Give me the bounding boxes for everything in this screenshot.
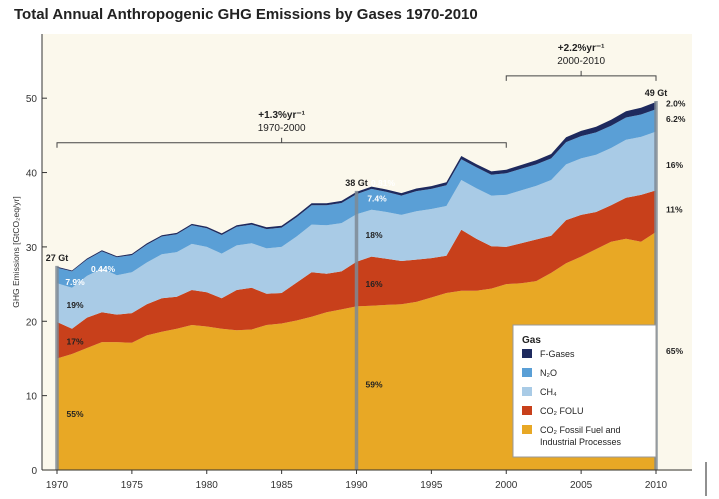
share-label-y2010: 16% [666,160,683,170]
x-tick-label: 2000 [495,480,518,491]
legend-box [512,324,657,458]
share-label-y1990: 16% [365,279,382,289]
x-tick-label: 2005 [570,480,593,491]
x-tick-label: 1985 [271,480,294,491]
legend-label: CO₂ FOLU [540,406,584,416]
legend-label: CO₂ Fossil Fuel and [540,425,621,435]
share-label-y2010: 65% [666,346,683,356]
share-label-y1990: 0.81% [371,178,396,188]
y-tick-label: 0 [31,466,37,477]
legend-title: Gas [522,335,541,346]
y-tick-label: 10 [26,392,38,403]
growth-period-0: 1970-2000 [258,123,306,134]
growth-rate-1: +2.2%yr⁻¹ [558,43,605,54]
x-tick-label: 1995 [420,480,443,491]
total-label-1970: 27 Gt [46,253,69,263]
x-tick-label: 1990 [345,480,368,491]
share-label-y1970: 55% [66,409,83,419]
share-label-y1990: 7.4% [367,194,387,204]
share-label-y2010: 6.2% [666,114,686,124]
x-tick-label: 1970 [46,480,69,491]
total-label-2010: 49 Gt [645,88,668,98]
legend-label-line2: Industrial Processes [540,437,622,447]
growth-period-1: 2000-2010 [557,56,605,67]
share-label-y1970: 17% [66,336,83,346]
share-label-y1970: 7.9% [65,277,85,287]
share-label-y1970: 19% [66,300,83,310]
share-label-y1970: 0.44% [91,264,116,274]
share-label-y2010: 11% [666,205,683,215]
legend-label: CH₄ [540,387,557,397]
legend-label: N₂O [540,368,557,378]
chart-title: Total Annual Anthropogenic GHG Emissions… [14,6,478,23]
legend-swatch [522,425,532,434]
legend-swatch [522,368,532,377]
y-tick-label: 30 [26,243,38,254]
legend-swatch [522,406,532,415]
x-tick-label: 1975 [121,480,144,491]
y-axis-label: GHG Emissions [GtCO₂eq/yr] [11,196,21,307]
legend-label: F-Gases [540,349,575,359]
y-tick-label: 20 [26,317,38,328]
legend-swatch [522,387,532,396]
x-tick-label: 2010 [645,480,668,491]
legend-swatch [522,349,532,358]
y-tick-label: 40 [26,169,38,180]
growth-rate-0: +1.3%yr⁻¹ [258,110,305,121]
y-tick-label: 50 [26,94,38,105]
total-label-1990: 38 Gt [345,178,368,188]
share-label-y1990: 18% [365,230,382,240]
x-tick-label: 1980 [196,480,219,491]
share-label-y1990: 59% [365,379,382,389]
share-label-y2010: 2.0% [666,98,686,108]
